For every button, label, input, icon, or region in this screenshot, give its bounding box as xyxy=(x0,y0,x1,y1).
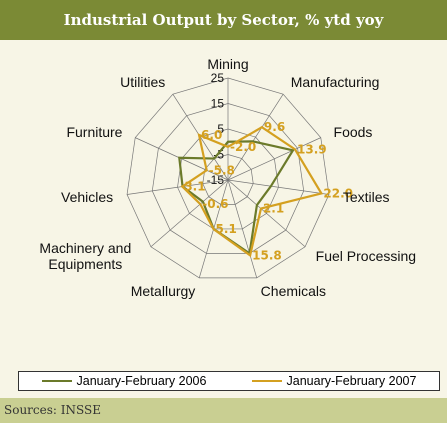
legend-swatch xyxy=(251,380,282,382)
category-label: Furniture xyxy=(66,123,123,140)
legend-label: January-February 2006 xyxy=(76,374,207,388)
value-label: 3.1 xyxy=(184,180,205,194)
category-label: Utilities xyxy=(120,74,166,91)
category-label: Manufacturing xyxy=(290,74,380,91)
grid-ring xyxy=(177,128,279,230)
category-label: Foods xyxy=(333,123,373,140)
category-label: Textiles xyxy=(342,188,390,205)
category-label: Mining xyxy=(207,56,249,72)
value-label: 2.1 xyxy=(263,202,284,216)
legend-swatch xyxy=(41,380,72,382)
r-tick-label: 25 xyxy=(211,71,225,85)
value-label: 6.0 xyxy=(201,128,222,142)
legend-item: January-February 2006 xyxy=(41,374,207,388)
value-label: 15.8 xyxy=(252,248,282,262)
value-label: -0.6 xyxy=(202,197,228,211)
category-label: Fuel Processing xyxy=(315,247,417,264)
spoke xyxy=(227,179,330,195)
chart: -15-551525-2.09.613.922.02.115.85.1-0.63… xyxy=(126,71,353,279)
legend-item: January-February 2007 xyxy=(251,374,417,388)
legend-label: January-February 2007 xyxy=(286,374,417,388)
category-label: Chemicals xyxy=(260,283,327,300)
category-label: Metallurgy xyxy=(130,283,196,300)
spoke xyxy=(227,137,321,181)
category-label: Vehicles xyxy=(61,188,114,205)
spoke xyxy=(150,179,229,248)
legend: January-February 2006 January-February 20… xyxy=(18,371,440,391)
value-label: 22.0 xyxy=(323,186,353,200)
value-label: 13.9 xyxy=(297,142,327,156)
grid-ring xyxy=(151,103,305,254)
r-tick-label: 5 xyxy=(217,122,224,136)
category-label: Machinery and Equipments xyxy=(39,239,132,272)
spoke xyxy=(126,179,229,195)
spoke xyxy=(227,94,284,181)
spoke xyxy=(227,179,258,278)
value-label: -2.0 xyxy=(230,140,256,154)
r-tick-label: 15 xyxy=(211,97,225,111)
series-line xyxy=(180,125,324,258)
value-label: 9.6 xyxy=(264,120,285,134)
chart-title: Industrial Output by Sector, % ytd yoy xyxy=(0,0,447,40)
source: Sources: INSSE xyxy=(0,398,447,423)
value-label: -5.8 xyxy=(209,163,235,177)
value-label: 5.1 xyxy=(216,222,237,236)
grid-ring xyxy=(126,77,330,279)
spoke xyxy=(227,179,306,248)
